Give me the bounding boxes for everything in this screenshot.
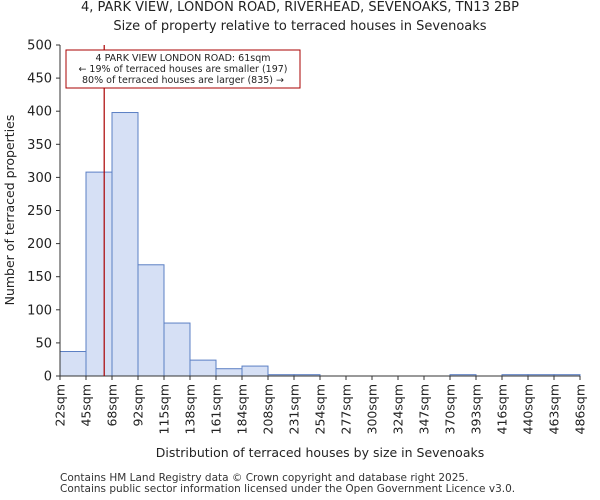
y-tick-label: 0 <box>44 370 52 385</box>
y-tick-label: 400 <box>27 105 52 120</box>
chart-subtitle: Size of property relative to terraced ho… <box>113 19 487 34</box>
x-tick-label: 254sqm <box>313 384 328 434</box>
x-tick-label: 347sqm <box>417 384 432 434</box>
annotation-text-line: ← 19% of terraced houses are smaller (19… <box>78 64 287 75</box>
x-axis-label: Distribution of terraced houses by size … <box>156 445 484 460</box>
x-tick-label: 393sqm <box>469 384 484 434</box>
histogram-bar <box>137 264 165 377</box>
histogram-bar <box>189 359 217 377</box>
x-tick-label: 92sqm <box>131 384 146 427</box>
x-tick-label: 416sqm <box>495 384 510 434</box>
y-tick-label: 50 <box>35 336 52 351</box>
y-tick-label: 150 <box>27 270 52 285</box>
histogram-bar <box>163 322 191 377</box>
histogram-bar <box>59 351 87 377</box>
x-tick-label: 463sqm <box>547 384 562 434</box>
y-axis-label: Number of terraced properties <box>2 115 17 306</box>
x-tick-label: 208sqm <box>261 384 276 434</box>
y-tick-label: 450 <box>27 72 52 87</box>
y-tick-label: 100 <box>27 303 52 318</box>
x-tick-label: 45sqm <box>79 384 94 427</box>
x-tick-label: 440sqm <box>521 384 536 434</box>
x-tick-label: 486sqm <box>573 384 588 434</box>
annotation-text-line: 80% of terraced houses are larger (835) … <box>82 75 284 86</box>
annotation-box <box>65 49 301 89</box>
x-tick-label: 115sqm <box>157 384 172 434</box>
x-tick-label: 277sqm <box>339 384 354 434</box>
x-tick-label: 68sqm <box>105 384 120 427</box>
x-tick-label: 138sqm <box>183 384 198 434</box>
y-tick-label: 350 <box>27 138 52 153</box>
footer-copyright: Contains HM Land Registry data © Crown c… <box>60 472 469 484</box>
histogram-bar <box>111 112 139 377</box>
x-tick-label: 22sqm <box>53 384 68 427</box>
y-tick-label: 300 <box>27 171 52 186</box>
x-tick-label: 300sqm <box>365 384 380 434</box>
footer-licence: Contains public sector information licen… <box>60 483 516 495</box>
x-tick-label: 231sqm <box>287 384 302 434</box>
y-tick-label: 500 <box>27 39 52 54</box>
y-tick-label: 200 <box>27 237 52 252</box>
x-tick-label: 184sqm <box>235 384 250 434</box>
histogram-bar <box>85 171 113 377</box>
histogram-bar <box>241 365 269 377</box>
chart-title: 4, PARK VIEW, LONDON ROAD, RIVERHEAD, SE… <box>81 0 519 15</box>
x-tick-label: 161sqm <box>209 384 224 434</box>
annotation-text-line: 4 PARK VIEW LONDON ROAD: 61sqm <box>96 53 271 64</box>
x-tick-label: 324sqm <box>391 384 406 434</box>
x-tick-label: 370sqm <box>443 384 458 434</box>
y-tick-label: 250 <box>27 204 52 219</box>
histogram-bar <box>215 368 243 377</box>
